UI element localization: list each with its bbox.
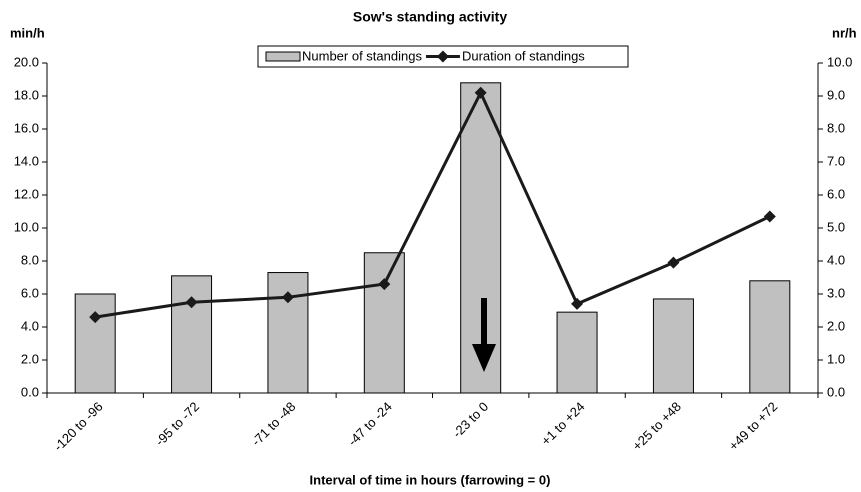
x-tick-label: -120 to -96 [51,399,106,454]
y-tick-label: 18.0 [14,87,39,102]
y2-tick-label: 3.0 [827,285,845,300]
arrow-head [472,344,496,372]
y2-tick-label: 7.0 [827,153,845,168]
marker [667,256,680,269]
y-tick-label: 4.0 [21,318,39,333]
y-tick-label: 0.0 [21,384,39,399]
x-tick-label: +49 to +72 [726,399,781,454]
bar [460,82,502,394]
x-tick-label: +25 to +48 [629,399,684,454]
y2-axis-label: nr/h [832,25,857,40]
x-tick-label: -71 to -48 [249,399,299,449]
y-tick-label: 6.0 [21,285,39,300]
marker [378,278,391,291]
bar [556,311,598,394]
legend-label: Duration of standings [462,48,585,63]
line [94,89,771,319]
y2-tick-label: 0.0 [827,384,845,399]
marker [185,296,198,309]
chart-title: Sow's standing activity [353,9,507,25]
y-tick-label: 10.0 [14,219,39,234]
bar [74,293,116,394]
bar [171,275,213,394]
marker [474,86,487,99]
y-tick-label: 12.0 [14,186,39,201]
marker [281,291,294,304]
y2-tick-label: 1.0 [827,351,845,366]
bar [267,272,309,394]
arrow [472,298,496,372]
y2-tick-label: 4.0 [827,252,845,267]
bar [652,298,694,394]
y-tick-label: 16.0 [14,120,39,135]
x-tick-label: -95 to -72 [152,399,202,449]
legend-marker [436,50,449,63]
bar [749,280,791,394]
y-axis-label: min/h [10,25,45,40]
marker [571,297,584,310]
y-tick-label: 20.0 [14,54,39,69]
y2-tick-label: 8.0 [827,120,845,135]
marker [763,210,776,223]
x-tick-label: -23 to 0 [449,399,491,441]
legend-label: Number of standings [302,48,422,63]
legend: Number of standings Duration of standings [257,45,629,68]
x-tick-label: -47 to -24 [345,399,395,449]
y-tick-label: 2.0 [21,351,39,366]
y2-tick-label: 2.0 [827,318,845,333]
bar [363,252,405,394]
y-tick-label: 14.0 [14,153,39,168]
y2-tick-label: 10.0 [827,54,852,69]
marker [89,311,102,324]
y2-tick-label: 5.0 [827,219,845,234]
legend-swatch [265,51,301,62]
x-tick-label: +1 to +24 [538,399,587,448]
y2-tick-label: 6.0 [827,186,845,201]
x-axis-label: Interval of time in hours (farrowing = 0… [310,472,551,487]
y2-tick-label: 9.0 [827,87,845,102]
y-tick-label: 8.0 [21,252,39,267]
